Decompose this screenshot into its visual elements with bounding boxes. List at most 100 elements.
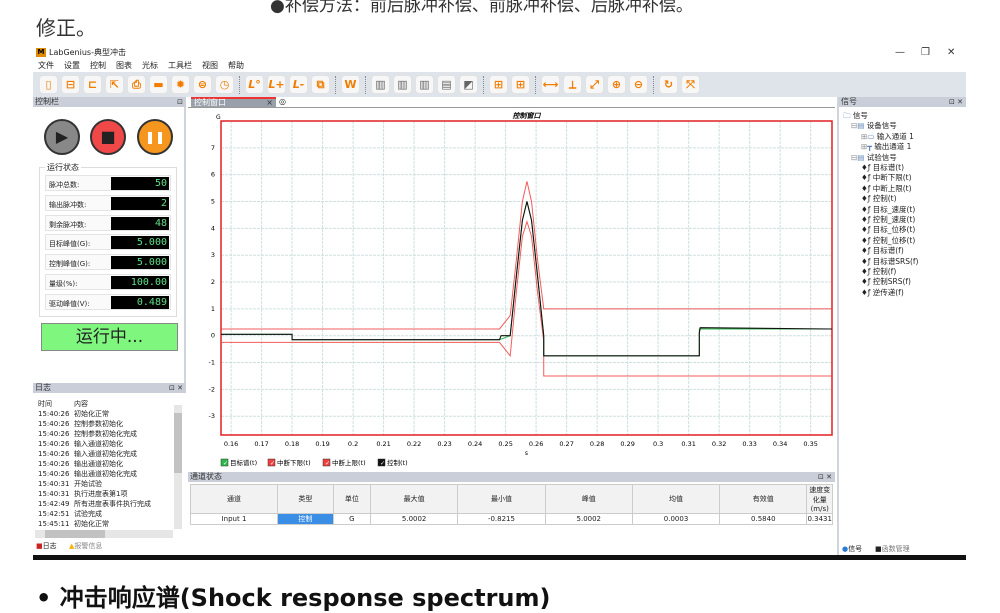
fit-window-button[interactable]: ⤧ [681, 75, 700, 94]
column-header[interactable]: 均值 [631, 484, 721, 514]
tree-item[interactable]: ♦ƒ 逆传递(f) [861, 287, 904, 298]
tree-item[interactable]: ♦ƒ 中断上限(t) [861, 183, 912, 194]
tab-log[interactable]: ■日志 [36, 541, 57, 551]
spectrum-button[interactable]: ⊜ [193, 75, 212, 94]
cursor-vertical-button[interactable]: ⟂ [563, 75, 582, 94]
tree-item[interactable]: ♦ƒ 控制(f) [861, 266, 896, 277]
close-button[interactable]: ✕ [947, 47, 956, 58]
tree-item[interactable]: ♦ƒ 目标_速度(t) [861, 204, 915, 215]
tree-item[interactable]: ♦ƒ 控制_位移(t) [861, 235, 915, 246]
pause-button[interactable]: ❚❚ [137, 119, 173, 155]
column-header[interactable]: 峰值 [544, 484, 633, 514]
ruler-button[interactable]: ▬ [149, 75, 168, 94]
tree-item[interactable]: ⊟▤ 设备信号 [851, 120, 897, 131]
zoom-out-button[interactable]: ⊖ [629, 75, 648, 94]
tab-control-window[interactable]: 控制窗口 × [191, 97, 276, 107]
save-button[interactable]: ⊟ [61, 75, 80, 94]
minimize-button[interactable]: — [895, 47, 905, 58]
menu-item[interactable]: 控制 [90, 61, 106, 70]
zoom-in-button[interactable]: ⊕ [607, 75, 626, 94]
column-header[interactable]: 速度变化量(m/s) [806, 484, 833, 514]
tree-item[interactable]: ♦ƒ 控制SRS(f) [861, 276, 911, 287]
legend-item[interactable]: ✓ 目标谱(t) [220, 458, 257, 467]
tree-item[interactable]: ♦ƒ 目标谱SRS(f) [861, 256, 918, 267]
tree-item[interactable]: ♦ƒ 目标谱(f) [861, 245, 904, 256]
tree-item[interactable]: ⊞▭ 输入通道 1 [861, 131, 914, 142]
layout-1-button[interactable]: ⊞ [489, 75, 508, 94]
export-button[interactable]: ⇱ [105, 75, 124, 94]
tab-alarm[interactable]: ▲报警信息 [69, 541, 102, 551]
column-header[interactable]: 有效值 [719, 484, 808, 514]
expand-icon[interactable]: ⊞ [861, 131, 868, 141]
table-row[interactable]: Input 1 控制 G 5.0002 -0.8215 5.0002 0.0003 0.584… [190, 513, 833, 525]
settings-gear-button[interactable]: ✹ [171, 75, 190, 94]
close-icon[interactable]: ⊡ ✕ [169, 384, 183, 392]
bars-3-button[interactable]: ▥ [415, 75, 434, 94]
cursor-diagonal-button[interactable]: ⤢ [585, 75, 604, 94]
column-header[interactable]: 类型 [277, 484, 334, 514]
status-value: 0.489 [111, 295, 169, 309]
save-icon: ⊟ [65, 78, 76, 91]
expand-icon[interactable]: ⊟ [851, 121, 858, 131]
legend-item[interactable]: ✓ 中断上限(t) [322, 458, 366, 467]
play-button[interactable]: ▶ [44, 119, 80, 155]
column-header[interactable]: 单位 [332, 484, 372, 514]
refresh-button[interactable]: ↻ [659, 75, 678, 94]
menu-item[interactable]: 视图 [202, 61, 218, 70]
legend-checkbox[interactable] [220, 458, 229, 467]
dataset-button[interactable]: ▤ [437, 75, 456, 94]
tab-function-manager[interactable]: ■函数管理 [875, 544, 910, 554]
tree-item[interactable]: ♦ƒ 控制(t) [861, 193, 897, 204]
menu-item[interactable]: 文件 [38, 61, 54, 70]
word-report-button[interactable]: W [341, 75, 360, 94]
legend-checkbox[interactable] [267, 458, 276, 467]
limit-L-minus-button[interactable]: L- [289, 75, 308, 94]
menu-item[interactable]: 设置 [64, 61, 80, 70]
expand-icon[interactable]: ⊟ [851, 152, 858, 162]
tree-item[interactable]: 🗀 信号 [843, 110, 868, 123]
open-folder-button[interactable]: ⊏ [83, 75, 102, 94]
tree-item[interactable]: ♦ƒ 中断下限(t) [861, 172, 912, 183]
legend-checkbox[interactable] [322, 458, 331, 467]
legend-item[interactable]: ✓ 中断下限(t) [267, 458, 311, 467]
layout-2-button[interactable]: ⊞ [511, 75, 530, 94]
column-header[interactable]: 通道 [190, 484, 278, 514]
legend-item[interactable]: ✓ 控制(t) [377, 458, 408, 467]
menu-item[interactable]: 工具栏 [168, 61, 192, 70]
bars-2-button[interactable]: ▥ [393, 75, 412, 94]
new-file-button[interactable]: ▯ [39, 75, 58, 94]
cursor-horizontal-button[interactable]: ⟷ [541, 75, 560, 94]
close-icon[interactable]: ⊡ ✕ [949, 98, 963, 106]
tab-overflow-icon[interactable]: ◎ [279, 97, 286, 106]
limit-L-plus-button[interactable]: L+ [267, 75, 286, 94]
stop-button[interactable]: ■ [90, 119, 126, 155]
tree-item[interactable]: ♦ƒ 目标谱(t) [861, 162, 904, 173]
print-report-button[interactable]: ⎙ [127, 75, 146, 94]
clock-button[interactable]: ◷ [215, 75, 234, 94]
tree-item[interactable]: ♦ƒ 目标_位移(t) [861, 224, 915, 235]
tab-signal[interactable]: ●信号 [842, 544, 862, 554]
tree-item[interactable]: ⊞┳ 输出通道 1 [861, 141, 911, 152]
limit-L0-button[interactable]: L° [245, 75, 264, 94]
app-logo: M [36, 48, 46, 57]
pin-icon[interactable]: ⊡ [177, 98, 183, 106]
log-scrollbar[interactable] [174, 405, 182, 529]
bars-1-button[interactable]: ▥ [371, 75, 390, 94]
tree-item[interactable]: ♦ƒ 控制_速度(t) [861, 214, 915, 225]
x-tick-label: 0.31 [681, 440, 695, 448]
menu-item[interactable]: 帮助 [228, 61, 244, 70]
close-icon[interactable]: ⊡ ✕ [818, 473, 832, 481]
column-header[interactable]: 最大值 [370, 484, 459, 514]
expand-icon[interactable]: ⊞ [861, 142, 868, 152]
menu-item[interactable]: 光标 [142, 61, 158, 70]
copy-window-button[interactable]: ⧉ [311, 75, 330, 94]
close-tab-icon[interactable]: × [266, 98, 273, 107]
log-message: 输入通道初始化 [74, 440, 123, 448]
log-hscrollbar[interactable] [35, 530, 173, 538]
legend-checkbox[interactable] [377, 458, 386, 467]
chart-trend-button[interactable]: ◩ [459, 75, 478, 94]
maximize-button[interactable]: ❐ [921, 47, 930, 58]
tree-item[interactable]: ⊟▤ 试验信号 [851, 152, 897, 163]
menu-item[interactable]: 图表 [116, 61, 132, 70]
column-header[interactable]: 最小值 [457, 484, 546, 514]
